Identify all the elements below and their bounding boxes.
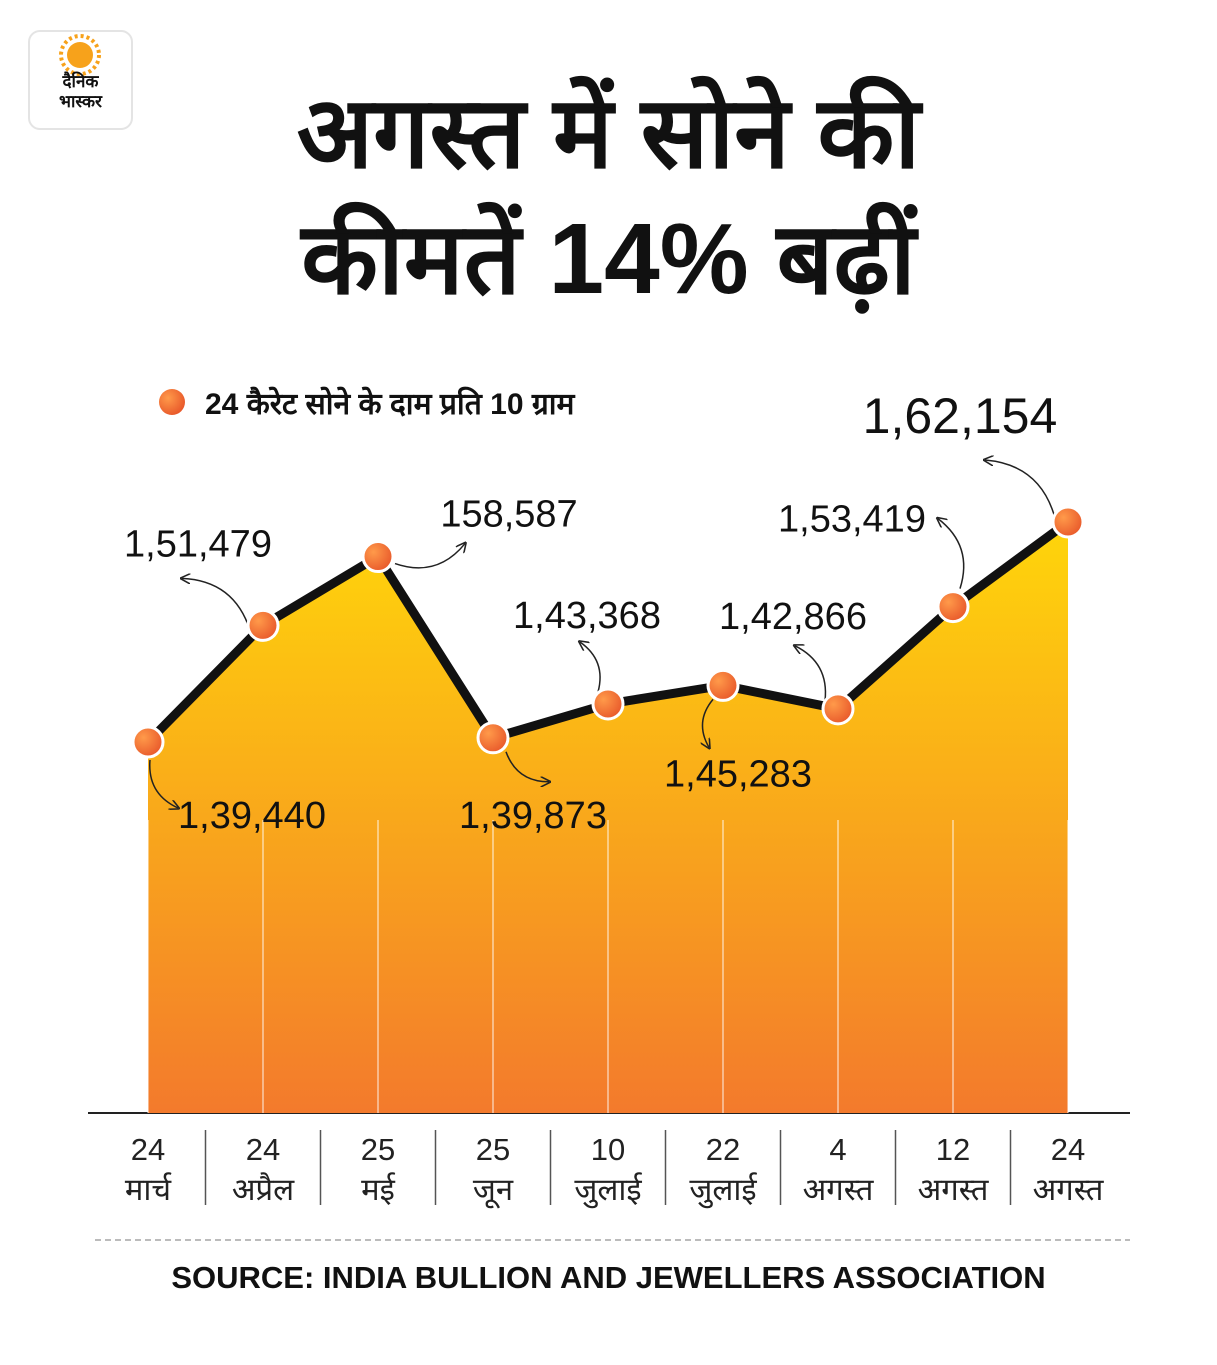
label-arrow xyxy=(702,698,714,747)
marker xyxy=(476,721,510,755)
value-label: 1,45,283 xyxy=(664,753,812,795)
value-label: 1,43,368 xyxy=(513,595,661,637)
label-arrow xyxy=(580,642,601,693)
x-tick-label: 12 अगस्त xyxy=(917,1132,989,1207)
label-arrow xyxy=(149,759,178,808)
title: अगस्त में सोने की कीमतें 14% बढ़ीं xyxy=(296,77,921,315)
label-arrow xyxy=(938,519,965,589)
x-tick-label: 24 अप्रैल xyxy=(231,1132,295,1207)
label-arrow xyxy=(985,460,1056,519)
marker xyxy=(821,692,855,726)
x-tick-label: 22 जुलाई xyxy=(689,1132,757,1207)
value-label: 1,53,419 xyxy=(778,499,926,541)
source: SOURCE: INDIA BULLION AND JEWELLERS ASSO… xyxy=(171,1260,1046,1295)
value-label: 1,39,440 xyxy=(178,795,326,837)
legend-marker xyxy=(159,389,185,415)
marker xyxy=(936,590,970,624)
value-label: 1,51,479 xyxy=(124,523,272,565)
x-tick-label: 25 जून xyxy=(472,1132,514,1207)
logo xyxy=(28,30,133,130)
area xyxy=(148,522,1068,1113)
value-label: 1,39,873 xyxy=(459,795,607,837)
label-arrow xyxy=(394,544,465,569)
x-tick-label: 24 मार्च xyxy=(124,1132,172,1207)
value-label: 158,587 xyxy=(440,494,577,536)
value-label: 1,62,154 xyxy=(863,388,1058,444)
legend-label: 24 कैरेट सोने के दाम प्रति 10 ग्राम xyxy=(205,388,575,421)
marker xyxy=(361,540,395,574)
x-tick-label: 10 जुलाई xyxy=(574,1132,642,1207)
x-tick-label: 24 अगस्त xyxy=(1032,1132,1104,1207)
x-tick-label: 25 मई xyxy=(360,1132,396,1207)
marker xyxy=(591,687,625,721)
label-arrow xyxy=(505,751,549,782)
marker xyxy=(1051,505,1085,539)
marker xyxy=(246,608,280,642)
label-arrow xyxy=(182,578,251,631)
label-arrow xyxy=(795,646,827,701)
marker xyxy=(706,668,740,702)
logo-sun xyxy=(67,42,93,68)
x-tick-label: 4 अगस्त xyxy=(802,1132,874,1207)
logo-rays xyxy=(59,34,101,76)
logo-text: दैनिक भास्कर xyxy=(59,72,102,111)
value-label: 1,42,866 xyxy=(719,596,867,638)
marker xyxy=(131,725,165,759)
